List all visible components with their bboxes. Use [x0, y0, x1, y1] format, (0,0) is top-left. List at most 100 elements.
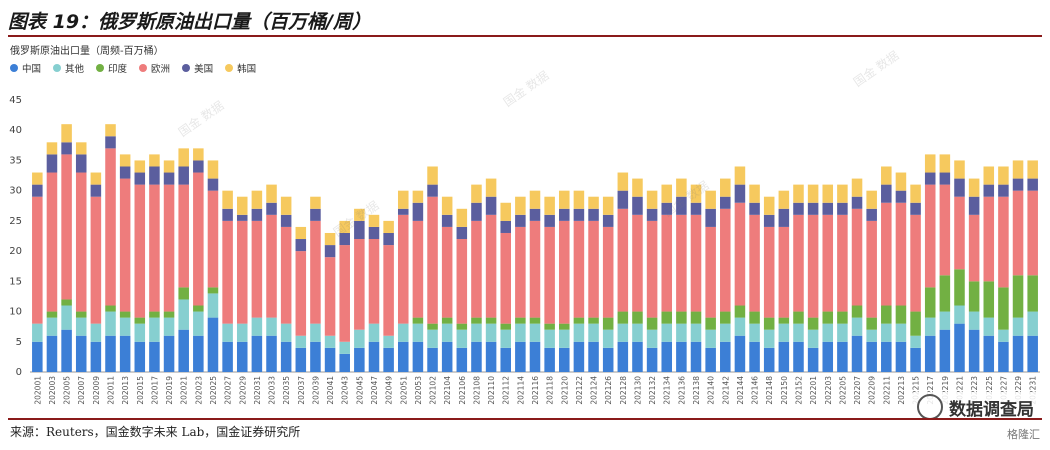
bar-segment [749, 202, 760, 215]
bar-segment [310, 323, 321, 342]
bar-segment [193, 160, 204, 173]
wechat-icon [917, 394, 943, 420]
bar-segment [134, 323, 146, 342]
bar-segment [881, 184, 892, 203]
bar-segment [632, 323, 643, 342]
bar-segment [515, 323, 526, 342]
bar-segment [617, 208, 629, 312]
x-tick-label: 202215 [912, 376, 921, 405]
bar-segment [163, 317, 175, 336]
bar-segment [397, 341, 409, 372]
bar-segment [485, 341, 497, 372]
bar-segment [471, 323, 482, 342]
bar-segment [837, 214, 848, 312]
bar-segment [310, 208, 321, 221]
bar-segment [1027, 178, 1038, 191]
bar-segment [720, 311, 731, 324]
bar-segment [559, 220, 570, 324]
bar-segment [368, 214, 380, 227]
bar-segment [515, 226, 526, 318]
x-tick-label: 202225 [985, 376, 994, 405]
x-tick-label: 202205 [838, 376, 847, 405]
bar-segment [690, 323, 702, 342]
bar-segment [881, 341, 892, 372]
legend-item: 欧洲 [139, 61, 170, 75]
bar-segment [837, 341, 848, 372]
bar-segment [617, 311, 629, 324]
bar-segment [105, 305, 116, 312]
bar-segment [661, 184, 673, 203]
bar-segment [222, 323, 233, 342]
bar-segment [119, 154, 131, 167]
bar-segment [368, 226, 380, 240]
bar-segment [676, 214, 687, 312]
y-tick-label: 5 [16, 337, 22, 348]
bar-segment [90, 323, 102, 342]
bar-segment [851, 196, 863, 209]
bar-segment [46, 172, 58, 312]
bar-segment [793, 341, 804, 372]
bar-segment [968, 196, 980, 215]
bar-segment [471, 184, 482, 203]
x-tick-label: 202033 [268, 376, 277, 405]
bar-segment [456, 323, 468, 330]
bar-segment [354, 220, 365, 240]
bar-segment [149, 341, 160, 372]
bar-segment [61, 299, 72, 306]
legend-item: 美国 [182, 61, 213, 75]
bar-segment [397, 190, 409, 209]
bar-segment [222, 208, 233, 221]
bar-segment [939, 329, 951, 372]
legend-label: 其他 [65, 64, 85, 75]
bar-segment [544, 323, 555, 330]
bar-segment [354, 239, 365, 330]
bar-segment [837, 202, 848, 215]
bar-segment [251, 335, 263, 372]
bar-segment [705, 226, 716, 318]
y-tick-label: 10 [9, 307, 22, 318]
bar-segment [793, 323, 804, 342]
bar-segment [456, 239, 468, 324]
bar-segment [500, 323, 511, 330]
bar-segment [178, 329, 189, 372]
x-tick-label: 202146 [751, 376, 760, 405]
bar-segment [471, 341, 482, 372]
bar-segment [632, 214, 643, 312]
bar-segment [573, 341, 585, 372]
bar-segment [236, 214, 248, 221]
bar-segment [1012, 317, 1024, 336]
x-tick-label: 202130 [633, 376, 642, 405]
x-tick-label: 202227 [999, 376, 1008, 405]
x-tick-label: 202027 [224, 376, 233, 405]
bar-segment [588, 196, 599, 209]
x-tick-label: 202203 [824, 376, 833, 405]
bar-segment [280, 341, 292, 372]
x-tick-label: 202213 [897, 376, 906, 405]
bar-segment [1012, 335, 1024, 372]
bar-segment [544, 196, 555, 215]
x-tick-label: 202051 [399, 376, 408, 405]
bar-segment [266, 317, 277, 336]
bar-segment [485, 323, 497, 342]
legend-swatch [96, 64, 105, 72]
bar-segment [749, 214, 760, 312]
x-tick-label: 202140 [707, 376, 716, 405]
bar-segment [134, 184, 146, 318]
bar-segment [895, 305, 907, 324]
bar-segment [851, 335, 863, 372]
bar-segment [998, 166, 1009, 185]
bar-segment [954, 269, 965, 306]
bar-segment [75, 142, 87, 155]
bar-segment [207, 287, 219, 294]
bar-segment [1012, 160, 1024, 179]
bar-segment [939, 311, 951, 330]
bar-segment [324, 347, 336, 372]
bar-segment [46, 311, 58, 318]
bar-segment [881, 323, 892, 342]
bar-segment [1012, 178, 1024, 191]
bar-segment [61, 124, 72, 143]
bar-segment [339, 341, 350, 354]
bar-segment [251, 220, 263, 318]
bar-segment [383, 335, 394, 348]
bar-segment [983, 317, 995, 336]
